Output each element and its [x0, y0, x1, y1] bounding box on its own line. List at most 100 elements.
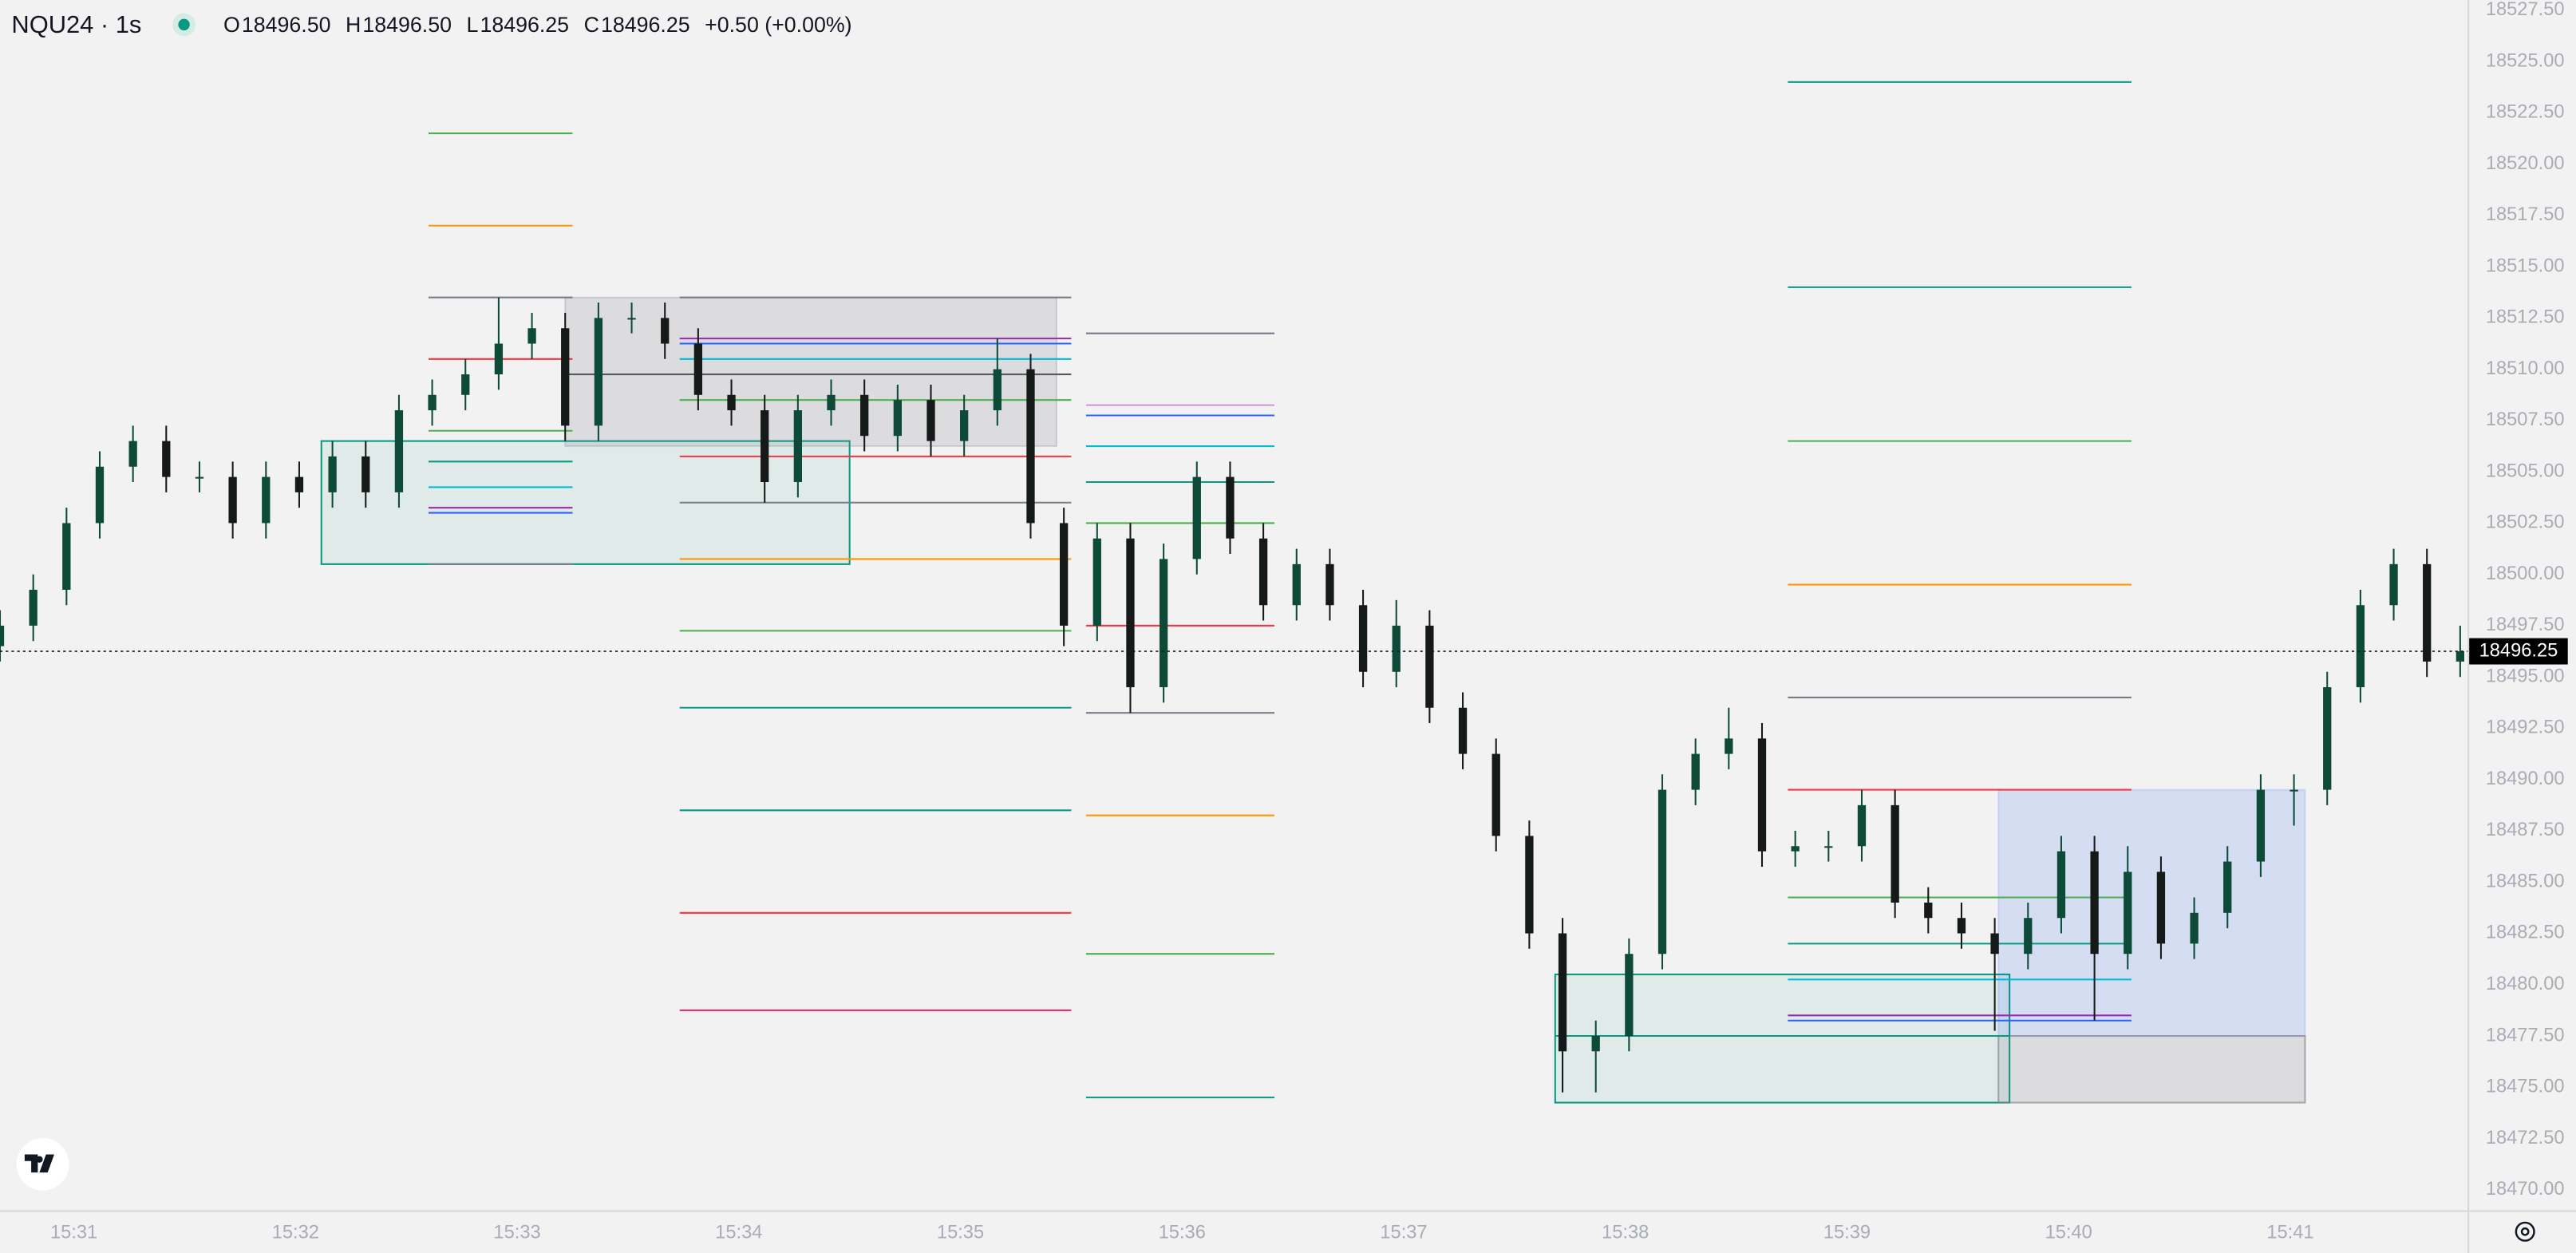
x-tick-label: 15:37: [1380, 1223, 1427, 1243]
candle-body: [1558, 933, 1567, 1052]
candle-body: [960, 410, 969, 441]
x-tick-label: 15:36: [1159, 1223, 1206, 1243]
ohlc-value: 18496.50: [362, 13, 452, 37]
candle-body: [2290, 789, 2298, 792]
candle-body: [494, 343, 504, 375]
candle-body: [1258, 538, 1268, 606]
candle-body: [195, 476, 204, 479]
y-tick-label: 18517.50: [2486, 204, 2565, 225]
candle-body: [128, 441, 137, 467]
candle-body: [2090, 851, 2099, 955]
y-tick-label: 18510.00: [2486, 358, 2565, 379]
candle-body: [1159, 559, 1168, 688]
y-tick-label: 18502.50: [2486, 512, 2565, 533]
candle-body: [1657, 789, 1667, 955]
candle-body: [926, 400, 935, 441]
candle-body: [860, 394, 869, 437]
candle-body: [1791, 846, 1800, 852]
y-tick-label: 18492.50: [2486, 717, 2565, 738]
y-tick-label: 18477.50: [2486, 1025, 2565, 1045]
candle-body: [527, 328, 536, 344]
candle-body: [1525, 836, 1534, 934]
change: +0.50 (+0.00%): [705, 13, 851, 37]
tradingview-logo[interactable]: [16, 1137, 69, 1191]
candle-body: [428, 394, 437, 411]
candle-body: [1226, 476, 1235, 539]
candle-body: [1857, 804, 1867, 847]
candle-body: [1059, 523, 1069, 626]
candle-body: [594, 318, 603, 426]
y-tick-label: 18505.00: [2486, 460, 2565, 481]
candle-body: [1725, 738, 1733, 754]
gear-hub[interactable]: [2520, 1227, 2530, 1236]
ohlc-key: H: [346, 13, 361, 37]
candle-body: [95, 466, 105, 524]
y-tick-label: 18520.00: [2486, 153, 2565, 174]
candle-body: [561, 328, 570, 426]
y-tick-label: 18480.00: [2486, 974, 2565, 994]
candle-body: [1358, 605, 1368, 672]
y-tick-label: 18500.00: [2486, 563, 2565, 584]
candle-body: [893, 400, 902, 437]
last-price-tag: [2469, 638, 2568, 665]
candle-body: [1292, 563, 1301, 606]
zone-box: [1997, 789, 2306, 1038]
logo-mark[interactable]: [24, 1154, 54, 1173]
candle-body: [2156, 872, 2166, 944]
candle-body: [1326, 563, 1334, 606]
candle-body: [2323, 687, 2332, 790]
candle-body: [2256, 789, 2266, 862]
candle-body: [2124, 872, 2132, 955]
candle-body: [727, 394, 736, 411]
candle-body: [2190, 912, 2199, 944]
settings-button[interactable]: [2515, 1221, 2535, 1242]
zone-box: [564, 296, 1057, 448]
candle-body: [993, 369, 1002, 411]
candle-body: [2223, 861, 2232, 913]
y-tick-label: 18515.00: [2486, 255, 2565, 276]
candle-body: [262, 476, 271, 524]
last-price-label: 18496.25: [2479, 640, 2558, 661]
candle-body: [1824, 846, 1833, 848]
candle-body: [693, 343, 703, 395]
ohlc-key: C: [584, 13, 599, 37]
candle-body: [328, 456, 337, 492]
candle-body: [394, 410, 404, 492]
candle-body: [1026, 369, 1035, 524]
y-tick-label: 18495.00: [2486, 666, 2565, 686]
x-tick-label: 15:31: [50, 1223, 97, 1243]
candle-body: [0, 625, 5, 646]
gear-ring[interactable]: [2515, 1221, 2535, 1242]
candle-body: [1458, 707, 1468, 754]
candle-body: [2024, 918, 2033, 955]
plot-area: [0, 81, 2468, 1104]
ohlc-value: 18496.25: [480, 13, 569, 37]
y-tick-label: 18527.50: [2486, 0, 2565, 20]
y-tick-label: 18507.50: [2486, 409, 2565, 430]
ohlc-key: L: [467, 13, 479, 37]
candle-body: [1092, 538, 1101, 626]
candle-body: [827, 394, 836, 411]
y-tick-label: 18525.00: [2486, 50, 2565, 71]
x-tick-label: 15:39: [1823, 1223, 1871, 1243]
zone-box: [1997, 1034, 2306, 1104]
y-tick-label: 18522.50: [2486, 102, 2565, 123]
candle-body: [1757, 738, 1767, 852]
zone-box: [1554, 973, 2011, 1104]
y-tick-label: 18470.00: [2486, 1179, 2565, 1200]
candle-body: [2056, 851, 2066, 919]
candle-body: [1192, 476, 1201, 559]
candle-body: [162, 441, 171, 477]
candle-body: [1990, 933, 1999, 955]
candle-body: [793, 410, 802, 483]
candle-body: [2455, 651, 2465, 662]
candle-body: [1957, 918, 1966, 934]
candle-body: [1924, 902, 1933, 919]
x-tick-label: 15:35: [937, 1223, 984, 1243]
candle-body: [1891, 804, 1899, 903]
candle-body: [1491, 753, 1500, 836]
candle-body: [1625, 954, 1634, 1037]
candle-body: [1591, 1036, 1600, 1052]
